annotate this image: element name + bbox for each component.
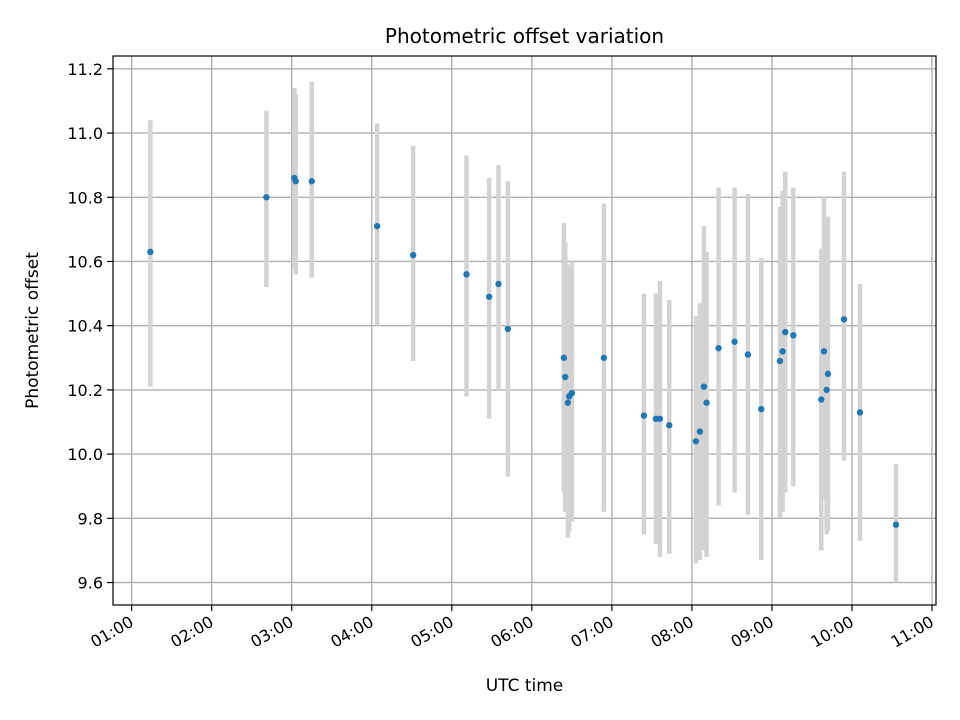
data-point <box>463 271 470 278</box>
y-tick-label: 10.0 <box>67 445 103 464</box>
data-point <box>692 438 700 445</box>
data-point <box>856 409 864 416</box>
data-points <box>147 174 900 528</box>
data-point <box>840 316 848 323</box>
data-point <box>292 178 299 185</box>
data-point <box>263 194 270 201</box>
y-tick-label: 11.2 <box>67 60 103 79</box>
data-point <box>409 251 417 259</box>
data-point <box>790 332 797 339</box>
data-point <box>758 405 765 413</box>
data-point <box>823 386 830 394</box>
data-point <box>373 222 381 230</box>
y-tick-label: 9.6 <box>78 574 103 593</box>
y-axis: 9.6 9.8 10.0 10.2 10.4 10.6 10.8 11.0 11.2 <box>67 60 113 593</box>
y-tick-label: 10.4 <box>67 317 103 336</box>
y-tick-label: 10.8 <box>67 188 103 207</box>
data-point <box>666 422 673 429</box>
data-point <box>561 373 569 381</box>
data-point <box>782 328 789 336</box>
y-tick-label: 11.0 <box>67 124 103 143</box>
data-point <box>779 348 786 355</box>
x-axis-label: UTC time <box>486 676 564 696</box>
data-point <box>656 415 664 422</box>
data-point <box>703 399 710 406</box>
data-point <box>892 521 900 528</box>
data-point <box>820 348 828 355</box>
data-point <box>308 178 315 185</box>
y-tick-label: 10.6 <box>67 252 103 271</box>
data-point <box>568 389 576 397</box>
data-point <box>731 338 738 345</box>
data-point <box>640 412 648 419</box>
data-point <box>715 344 722 352</box>
y-tick-label: 9.8 <box>78 509 103 528</box>
data-point <box>504 325 512 333</box>
data-point <box>560 354 568 361</box>
data-point <box>147 248 154 256</box>
y-tick-label: 10.2 <box>67 381 103 400</box>
plot-frame <box>112 55 937 606</box>
data-point <box>600 354 608 361</box>
chart-title: Photometric offset variation <box>385 24 664 48</box>
data-point <box>818 396 825 403</box>
data-point <box>744 351 752 358</box>
data-point <box>564 399 572 406</box>
data-point <box>776 357 784 365</box>
y-axis-label: Photometric offset <box>23 252 43 409</box>
data-point <box>696 428 704 435</box>
data-point <box>495 280 502 288</box>
data-point <box>824 370 832 378</box>
data-point <box>700 383 708 390</box>
data-point <box>485 293 493 300</box>
grid <box>113 56 936 605</box>
